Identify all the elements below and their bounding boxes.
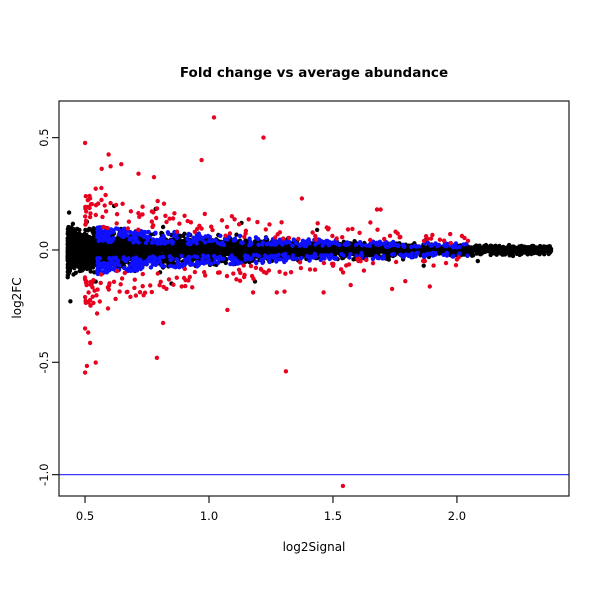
blue-points (95, 225, 470, 277)
red-points (82, 140, 471, 375)
x-tick-label: 2.0 (448, 509, 466, 523)
y-tick-label: -0.5 (37, 351, 51, 373)
y-axis: 0.5 0.0 -0.5 -1.0 (37, 128, 59, 486)
x-tick-label: 1.5 (324, 509, 342, 523)
black-points (65, 203, 554, 304)
y-tick-label: -1.0 (37, 463, 51, 485)
x-tick-label: 1.0 (200, 509, 218, 523)
x-axis-label: log2Signal (283, 540, 346, 554)
y-tick-label: 0.0 (37, 241, 51, 259)
y-tick-label: 0.5 (37, 128, 51, 146)
plot-box (58, 100, 570, 497)
chart-title: Fold change vs average abundance (180, 65, 448, 81)
y-axis-label: log2FC (10, 277, 24, 318)
x-axis: 0.5 1.0 1.5 2.0 (76, 496, 466, 523)
x-tick-label: 0.5 (76, 509, 94, 523)
scatter-points (65, 115, 554, 489)
